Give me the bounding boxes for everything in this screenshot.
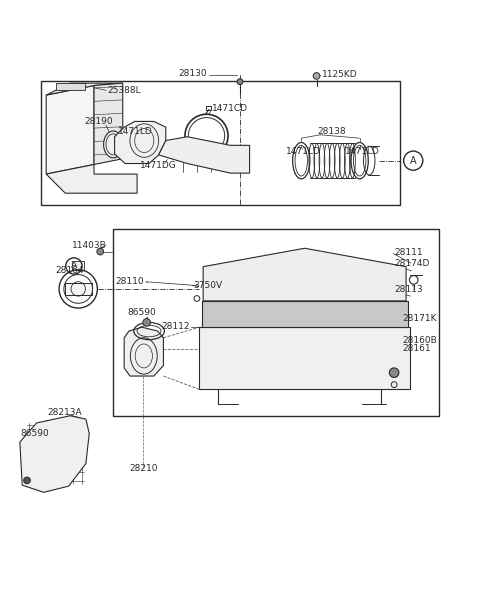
- Polygon shape: [20, 416, 89, 493]
- Bar: [65, 283, 92, 295]
- Polygon shape: [199, 327, 410, 389]
- Bar: [41, 81, 400, 205]
- Bar: [388, 347, 399, 361]
- Polygon shape: [46, 165, 137, 193]
- Text: 28161: 28161: [403, 344, 432, 353]
- Text: 86590: 86590: [21, 429, 49, 438]
- Bar: [206, 106, 211, 110]
- Text: 1125KD: 1125KD: [323, 70, 358, 79]
- Polygon shape: [46, 85, 94, 174]
- Text: 28210: 28210: [129, 464, 157, 473]
- Polygon shape: [115, 121, 166, 164]
- Text: 28113: 28113: [394, 285, 423, 294]
- Text: 1471CD: 1471CD: [212, 103, 248, 112]
- Text: 28164: 28164: [56, 266, 84, 275]
- Text: 28171K: 28171K: [403, 314, 437, 323]
- Ellipse shape: [104, 131, 123, 158]
- Circle shape: [389, 368, 399, 377]
- Text: 28213A: 28213A: [48, 408, 82, 417]
- Bar: [56, 83, 85, 90]
- Polygon shape: [124, 327, 163, 376]
- Circle shape: [24, 477, 30, 484]
- Polygon shape: [94, 83, 123, 165]
- Text: 25388L: 25388L: [107, 86, 141, 95]
- Text: 86590: 86590: [128, 309, 156, 318]
- Text: 1471LD: 1471LD: [345, 147, 380, 156]
- Text: 28111: 28111: [394, 248, 423, 257]
- Circle shape: [143, 319, 151, 326]
- Text: 28174D: 28174D: [394, 259, 430, 268]
- Text: A: A: [71, 261, 77, 270]
- Polygon shape: [46, 83, 123, 95]
- Circle shape: [97, 248, 104, 255]
- Text: 1471LD: 1471LD: [118, 127, 153, 137]
- Polygon shape: [202, 301, 408, 327]
- Text: 28160B: 28160B: [403, 336, 437, 344]
- Text: 28112: 28112: [161, 322, 190, 331]
- Bar: [113, 229, 439, 416]
- Polygon shape: [158, 137, 250, 173]
- Circle shape: [185, 114, 228, 158]
- Bar: [72, 261, 84, 270]
- Polygon shape: [203, 248, 406, 301]
- Text: 28190: 28190: [84, 117, 113, 126]
- Text: 11403B: 11403B: [72, 241, 106, 250]
- Text: 3750V: 3750V: [193, 281, 222, 290]
- Text: 1471LD: 1471LD: [286, 147, 320, 156]
- Text: 28130: 28130: [179, 69, 207, 78]
- Circle shape: [313, 73, 320, 79]
- Circle shape: [237, 79, 243, 85]
- Text: 28138: 28138: [318, 127, 346, 137]
- Text: 28110: 28110: [116, 277, 144, 286]
- Text: 1471DG: 1471DG: [140, 161, 176, 170]
- Text: A: A: [410, 156, 417, 165]
